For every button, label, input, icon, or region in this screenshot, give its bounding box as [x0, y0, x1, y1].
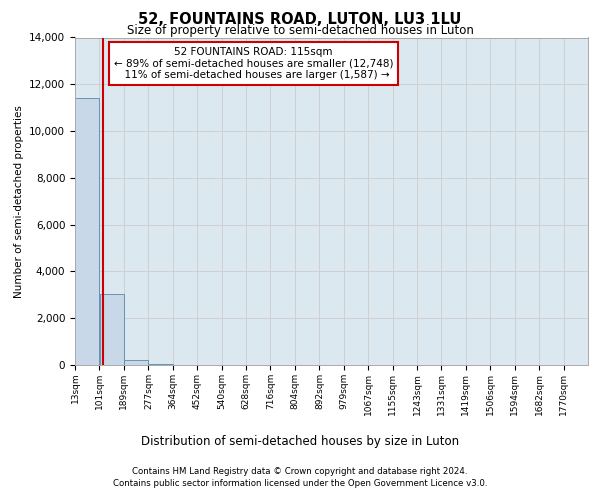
Bar	[100, 294, 124, 365]
Y-axis label: Number of semi-detached properties: Number of semi-detached properties	[14, 105, 23, 298]
Text: Distribution of semi-detached houses by size in Luton: Distribution of semi-detached houses by …	[141, 434, 459, 448]
Text: 52 FOUNTAINS ROAD: 115sqm
← 89% of semi-detached houses are smaller (12,748)
  1: 52 FOUNTAINS ROAD: 115sqm ← 89% of semi-…	[114, 47, 393, 80]
Text: Contains public sector information licensed under the Open Government Licence v3: Contains public sector information licen…	[113, 478, 487, 488]
Text: 52, FOUNTAINS ROAD, LUTON, LU3 1LU: 52, FOUNTAINS ROAD, LUTON, LU3 1LU	[139, 12, 461, 26]
Bar	[149, 364, 173, 365]
Bar	[75, 98, 99, 365]
Text: Size of property relative to semi-detached houses in Luton: Size of property relative to semi-detach…	[127, 24, 473, 37]
Text: Contains HM Land Registry data © Crown copyright and database right 2024.: Contains HM Land Registry data © Crown c…	[132, 467, 468, 476]
Bar	[124, 360, 148, 365]
